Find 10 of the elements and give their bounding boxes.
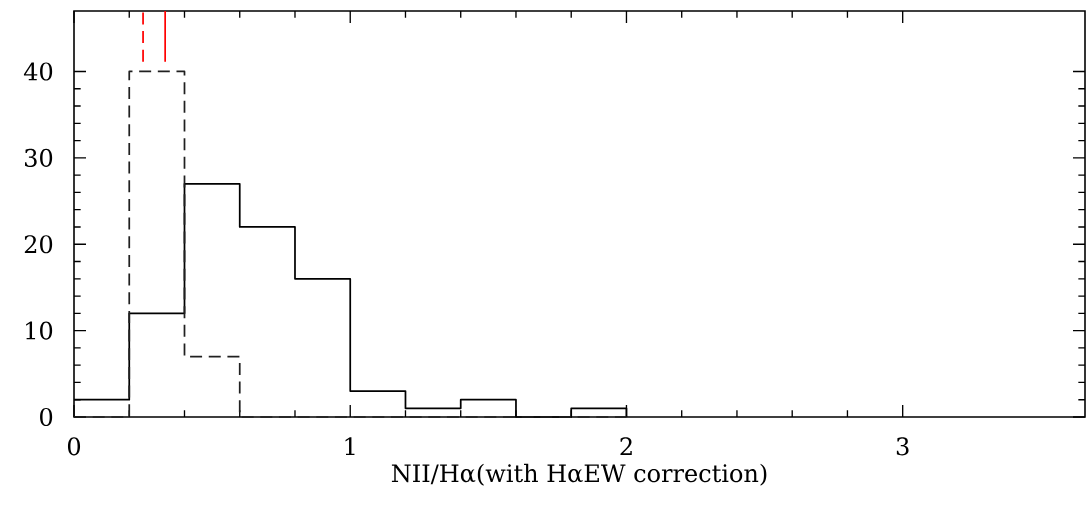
x-tick-label: 3: [896, 437, 909, 456]
x-tick-label: 2: [620, 437, 632, 456]
y-tick-label: 10: [26, 321, 53, 340]
y-tick-label: 30: [25, 148, 53, 167]
y-tick-label: 20: [24, 235, 53, 254]
x-tick-label: 0: [67, 437, 81, 456]
y-tick-label: 0: [40, 407, 53, 427]
x-axis-title: NII/Hα(with HαEW correction): [391, 463, 767, 486]
y-tick-label: 40: [23, 62, 53, 81]
x-tick-label: 1: [345, 437, 355, 456]
